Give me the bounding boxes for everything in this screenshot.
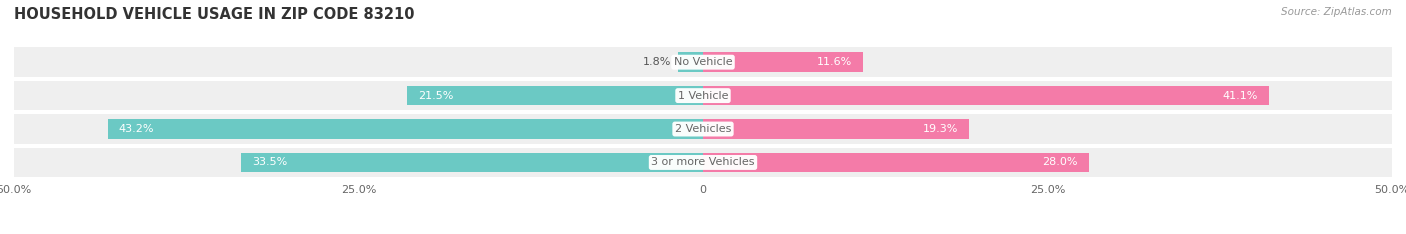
Text: HOUSEHOLD VEHICLE USAGE IN ZIP CODE 83210: HOUSEHOLD VEHICLE USAGE IN ZIP CODE 8321…	[14, 7, 415, 22]
Bar	[703, 153, 1088, 172]
Text: 43.2%: 43.2%	[118, 124, 155, 134]
Text: 1 Vehicle: 1 Vehicle	[678, 91, 728, 101]
Text: Source: ZipAtlas.com: Source: ZipAtlas.com	[1281, 7, 1392, 17]
Text: 41.1%: 41.1%	[1223, 91, 1258, 101]
Bar	[14, 48, 1392, 77]
Bar	[108, 119, 703, 139]
Bar	[703, 52, 863, 72]
Bar	[14, 81, 1392, 110]
Text: 19.3%: 19.3%	[922, 124, 957, 134]
Text: 33.5%: 33.5%	[253, 157, 288, 168]
Bar	[14, 114, 1392, 144]
Text: No Vehicle: No Vehicle	[673, 57, 733, 67]
Bar	[14, 148, 1392, 177]
Text: 21.5%: 21.5%	[418, 91, 453, 101]
Text: 1.8%: 1.8%	[643, 57, 671, 67]
Text: 11.6%: 11.6%	[817, 57, 852, 67]
Text: 3 or more Vehicles: 3 or more Vehicles	[651, 157, 755, 168]
Bar	[678, 52, 703, 72]
Text: 28.0%: 28.0%	[1042, 157, 1078, 168]
Bar	[242, 153, 703, 172]
Text: 2 Vehicles: 2 Vehicles	[675, 124, 731, 134]
Bar	[703, 119, 969, 139]
Bar	[406, 86, 703, 105]
Bar	[703, 86, 1270, 105]
